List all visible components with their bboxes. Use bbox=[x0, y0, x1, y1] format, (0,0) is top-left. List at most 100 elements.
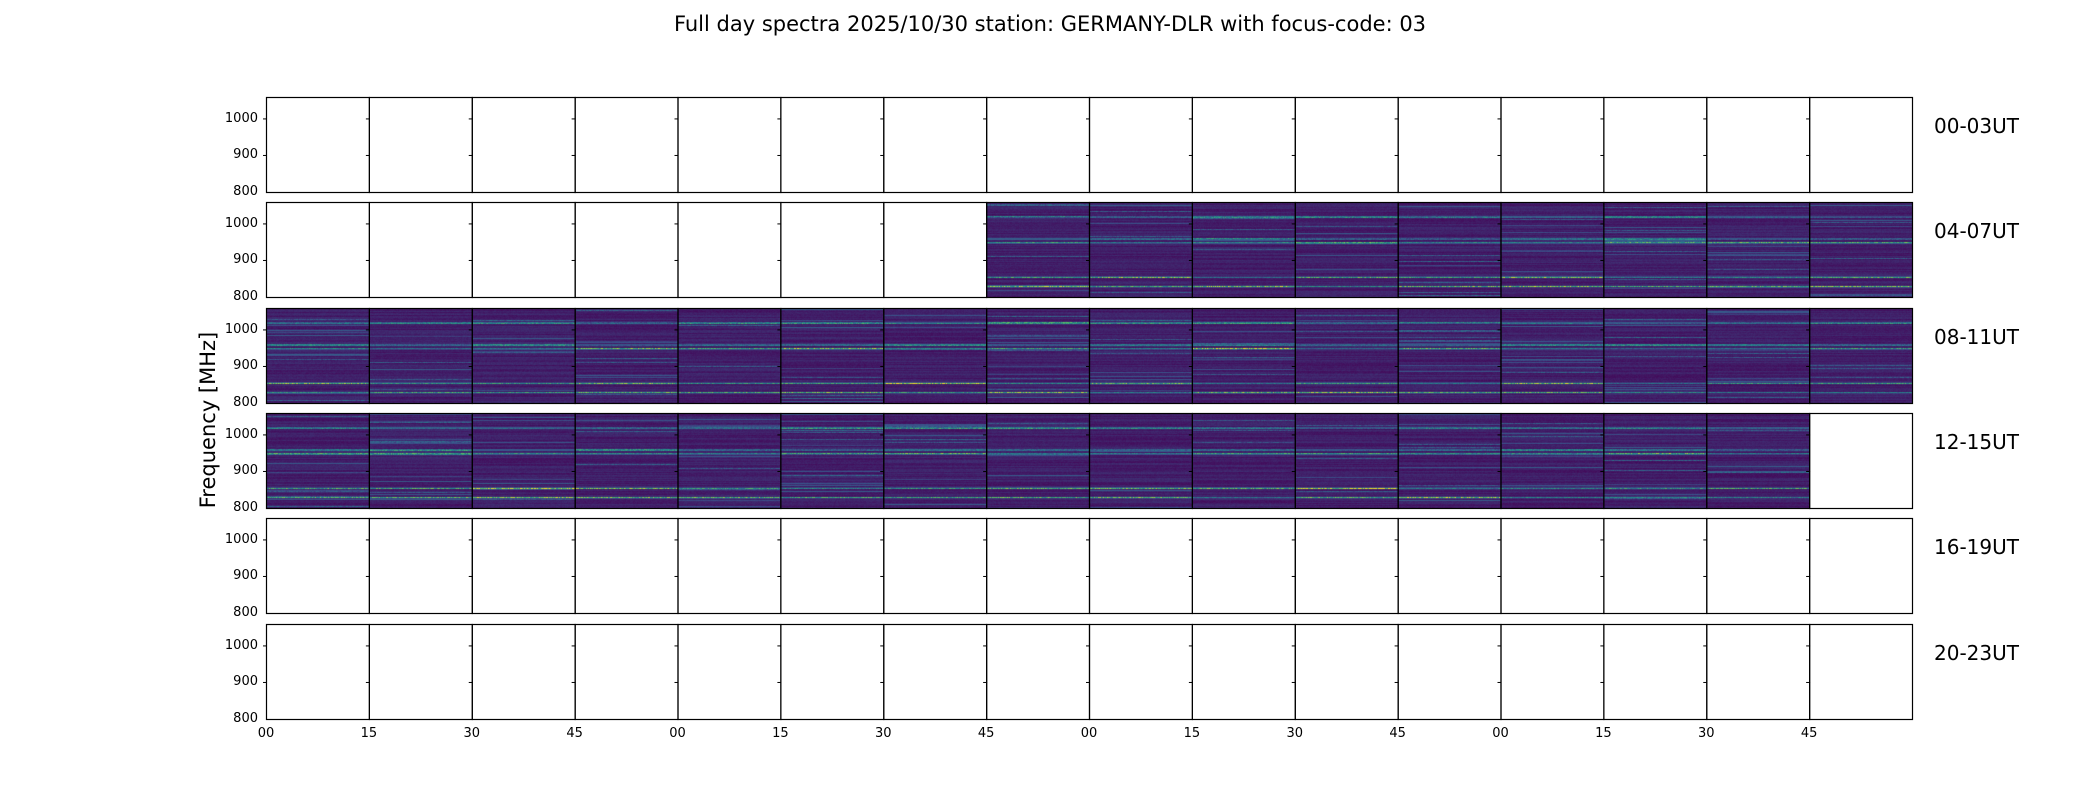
x-tick-label: 45 bbox=[566, 726, 583, 741]
panel-frame bbox=[574, 307, 679, 405]
row-label: 16-19UT bbox=[1934, 535, 2019, 559]
spectrogram-panel bbox=[1706, 413, 1809, 508]
spectrogram-panel bbox=[1398, 202, 1501, 297]
spectrogram-panel bbox=[1501, 413, 1603, 508]
panel-frame bbox=[265, 623, 371, 721]
spectrogram-panel bbox=[369, 413, 472, 508]
panel-frame bbox=[368, 201, 473, 299]
panel-frame bbox=[1603, 412, 1708, 510]
spectrogram-panel bbox=[1192, 202, 1295, 297]
row-label: 12-15UT bbox=[1934, 430, 2019, 454]
spectrogram-panel bbox=[1501, 308, 1603, 403]
x-tick-label: 00 bbox=[1080, 726, 1098, 741]
panel-frame bbox=[368, 307, 473, 405]
y-tick-label: 900 bbox=[233, 568, 258, 584]
spectrogram-panel bbox=[986, 413, 1089, 508]
panel-frame bbox=[368, 96, 473, 194]
panel-frame bbox=[1294, 201, 1399, 299]
figure-title: Full day spectra 2025/10/30 station: GER… bbox=[673, 12, 1427, 36]
panel-frame bbox=[1088, 623, 1194, 721]
panel-frame bbox=[1500, 517, 1605, 615]
y-tick-label: 800 bbox=[233, 605, 258, 620]
panel-frame bbox=[1500, 96, 1605, 194]
panel-frame bbox=[677, 201, 782, 299]
panel-frame bbox=[985, 307, 1091, 405]
panel-frame bbox=[574, 96, 679, 194]
panel-frame bbox=[1294, 307, 1399, 405]
spectrogram-panel bbox=[883, 413, 986, 508]
y-tick-label: 1000 bbox=[224, 321, 258, 337]
panel-frame bbox=[1397, 412, 1502, 510]
spectrogram-panel bbox=[780, 413, 883, 508]
panel-frame bbox=[677, 623, 782, 721]
y-tick-label: 1000 bbox=[224, 531, 258, 547]
panel-frame bbox=[985, 517, 1091, 615]
panel-frame bbox=[1294, 412, 1399, 510]
panel-frame bbox=[677, 517, 782, 615]
panel-frame bbox=[1706, 201, 1811, 299]
y-tick-label: 1000 bbox=[224, 426, 258, 442]
x-tick-label: 30 bbox=[874, 726, 892, 741]
panel-frame bbox=[883, 412, 988, 510]
spectrogram-panel bbox=[1192, 308, 1295, 403]
panel-frame bbox=[1397, 307, 1502, 405]
panel-frame bbox=[574, 412, 679, 510]
y-tick-label: 900 bbox=[233, 147, 258, 163]
panel-frame bbox=[1706, 517, 1811, 615]
panel-frame bbox=[574, 201, 679, 299]
spectrogram-panel bbox=[1398, 308, 1501, 403]
panel-frame bbox=[1808, 201, 1914, 299]
panel-frame bbox=[1191, 307, 1296, 405]
y-tick-label: 1000 bbox=[224, 637, 258, 653]
spectrogram-panel bbox=[780, 308, 883, 403]
panel-frame bbox=[883, 201, 988, 299]
panel-frame bbox=[1397, 623, 1502, 721]
spectrogram-panel bbox=[472, 413, 575, 508]
panel-frame bbox=[1294, 96, 1399, 194]
y-tick-label: 800 bbox=[233, 184, 258, 199]
panel-frame bbox=[1706, 96, 1811, 194]
panel-frame bbox=[574, 623, 679, 721]
panel-frame bbox=[471, 96, 576, 194]
panel-frame bbox=[780, 307, 885, 405]
panel-frame bbox=[883, 623, 988, 721]
panel-frame bbox=[368, 412, 473, 510]
panel-frame bbox=[471, 307, 576, 405]
spectrogram-panel bbox=[369, 308, 472, 403]
spectrogram-panel bbox=[575, 413, 678, 508]
x-tick-label: 45 bbox=[1389, 726, 1406, 741]
row-label: 08-11UT bbox=[1934, 325, 2019, 349]
spectrogram-panel bbox=[883, 308, 986, 403]
spectrogram-panel bbox=[1706, 202, 1809, 297]
panel-frame bbox=[1397, 96, 1502, 194]
panel-frame bbox=[985, 201, 1091, 299]
row-label: 00-03UT bbox=[1934, 114, 2019, 138]
panel-frame bbox=[985, 96, 1091, 194]
panel-frame bbox=[1706, 307, 1811, 405]
panel-frame bbox=[1088, 517, 1194, 615]
panel-frame bbox=[1808, 412, 1914, 510]
spectrogram-panel bbox=[1809, 308, 1912, 403]
panel-frame bbox=[1191, 412, 1296, 510]
panel-frame bbox=[1088, 412, 1194, 510]
panel-frame bbox=[1500, 307, 1605, 405]
spectrogram-panel bbox=[1192, 413, 1295, 508]
panel-frame bbox=[1397, 201, 1502, 299]
panel-frame bbox=[265, 517, 371, 615]
y-tick-label: 1000 bbox=[224, 215, 258, 231]
panel-frame bbox=[1603, 96, 1708, 194]
panel-frame bbox=[1088, 96, 1194, 194]
panel-frame bbox=[471, 517, 576, 615]
panel-frame bbox=[1088, 307, 1194, 405]
y-tick-label: 900 bbox=[233, 252, 258, 268]
panel-frame bbox=[677, 96, 782, 194]
spectrogram-panel bbox=[1706, 308, 1809, 403]
spectrogram-panel bbox=[1398, 413, 1501, 508]
x-tick-label: 00 bbox=[257, 726, 275, 741]
panel-frame bbox=[1808, 517, 1914, 615]
x-tick-label: 45 bbox=[1800, 726, 1818, 741]
spectrogram-panel bbox=[266, 308, 369, 403]
y-tick-label: 800 bbox=[233, 711, 258, 726]
spectrogram-panel bbox=[472, 308, 575, 403]
